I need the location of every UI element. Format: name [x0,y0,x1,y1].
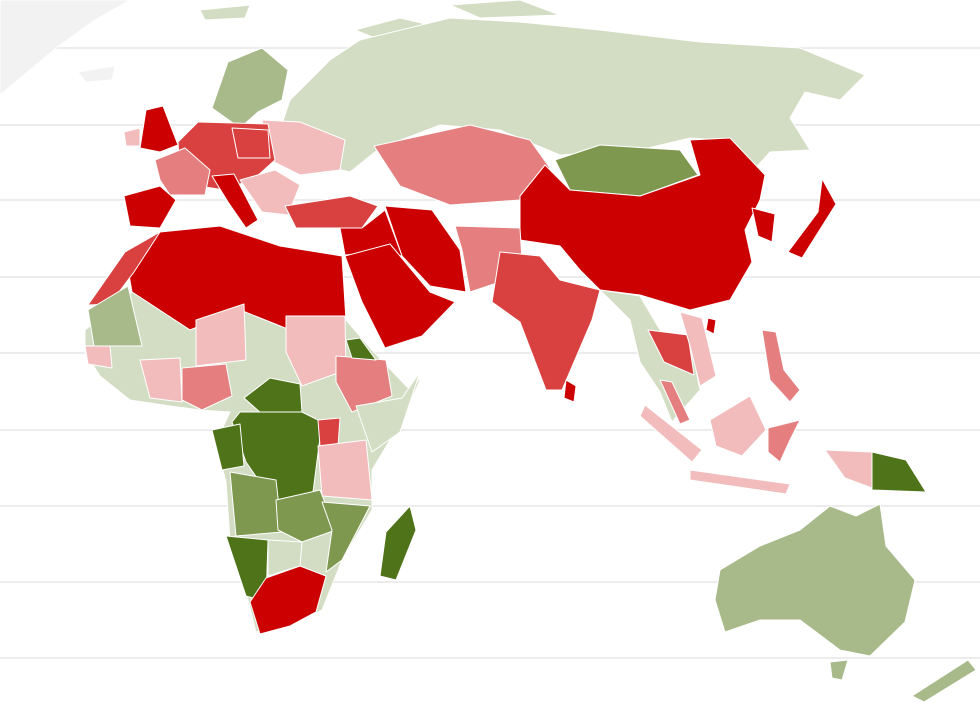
region-niger[interactable] [195,303,247,367]
region-uganda-rwanda[interactable] [317,417,341,447]
region-japan[interactable] [787,163,837,259]
region-south-africa[interactable] [249,565,327,635]
region-australia[interactable] [714,503,916,657]
region-iberia[interactable] [123,185,177,229]
region-sulawesi[interactable] [767,419,801,463]
region-mauritania[interactable] [87,285,143,347]
region-nigeria[interactable] [181,363,233,411]
region-madagascar[interactable] [379,505,417,581]
region-borneo[interactable] [709,395,767,457]
region-papua-new-guinea[interactable] [871,451,927,493]
region-korea[interactable] [751,207,776,243]
region-ireland[interactable] [123,127,141,147]
region-poland[interactable] [231,127,271,159]
region-angola[interactable] [229,471,283,537]
region-united-kingdom[interactable] [139,105,179,153]
region-philippines[interactable] [761,329,801,403]
region-malay-peninsula[interactable] [659,379,691,425]
region-sumatra[interactable] [639,404,703,463]
region-india[interactable] [491,251,601,391]
region-france[interactable] [154,147,211,196]
region-somalia-kenya[interactable] [355,371,421,453]
region-china[interactable] [519,137,766,311]
countries [0,0,977,703]
region-vietnam[interactable] [679,311,717,387]
region-thailand[interactable] [647,329,695,376]
region-balkans[interactable] [239,169,301,216]
region-zambia-zimbabwe[interactable] [275,489,337,543]
region-eritrea[interactable] [345,337,377,361]
region-russia[interactable] [279,17,866,173]
region-west-africa-coast[interactable] [84,345,183,403]
region-italy[interactable] [211,173,259,229]
region-taiwan[interactable] [705,317,717,335]
region-greenland[interactable] [0,0,131,96]
region-new-guinea-west[interactable] [824,449,873,489]
region-gabon-congo[interactable] [211,423,245,471]
region-central-african-republic[interactable] [243,377,303,415]
region-sri-lanka[interactable] [563,379,577,403]
region-new-zealand[interactable] [911,659,977,703]
region-scandinavia[interactable] [211,47,289,129]
region-tanzania-kenya[interactable] [317,439,373,501]
region-java[interactable] [689,469,791,495]
region-turkey[interactable] [284,195,379,229]
region-iceland[interactable] [77,65,116,83]
region-sudan[interactable] [285,315,347,387]
region-arabian-peninsula[interactable] [344,243,456,349]
region-tasmania[interactable] [829,659,849,681]
region-mozambique[interactable] [321,501,371,573]
